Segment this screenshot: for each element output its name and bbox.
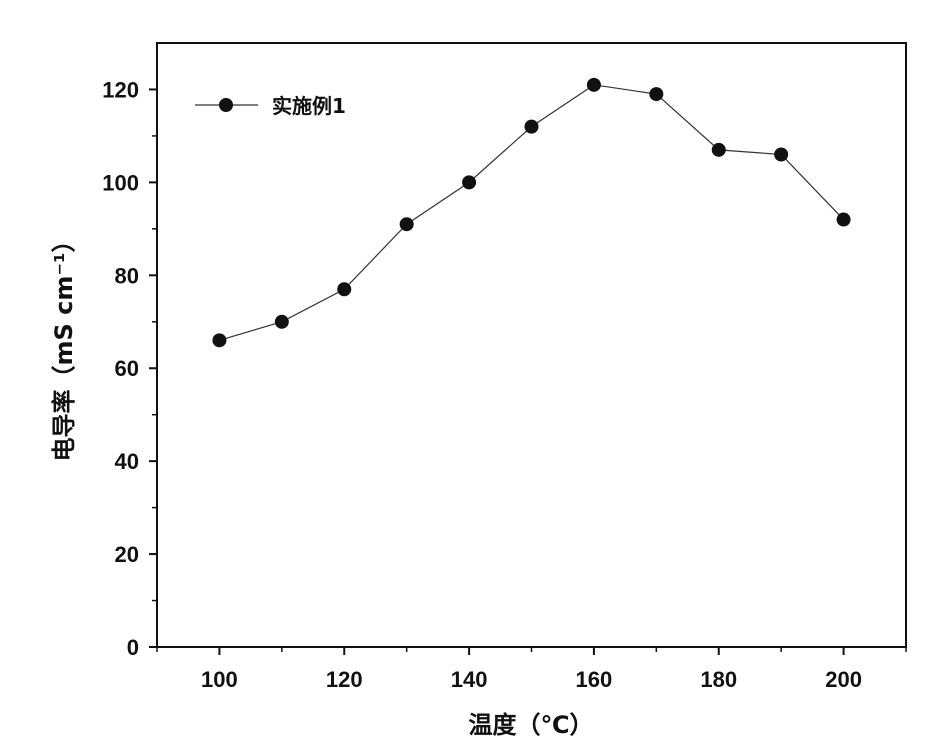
legend: 实施例1 — [195, 94, 346, 118]
data-point — [711, 142, 726, 157]
x-tick-label: 100 — [201, 667, 238, 692]
y-tick-label: 20 — [115, 542, 139, 567]
y-axis-ticks: 0 20 40 60 80 100 120 — [102, 77, 157, 660]
x-tick-label: 120 — [326, 667, 363, 692]
data-point — [586, 77, 601, 92]
x-tick-label: 180 — [700, 667, 737, 692]
data-point — [649, 87, 664, 102]
data-point — [774, 147, 789, 162]
x-axis-title: 温度（℃） — [468, 711, 593, 739]
data-point — [462, 175, 477, 190]
legend-marker — [219, 98, 233, 112]
y-tick-label: 120 — [102, 77, 139, 102]
data-point — [212, 333, 227, 348]
y-tick-label: 100 — [102, 170, 139, 195]
x-axis-ticks: 100 120 140 160 180 200 — [156, 647, 907, 692]
legend-label: 实施例1 — [272, 94, 346, 118]
data-point — [836, 212, 851, 227]
x-tick-label: 160 — [576, 667, 613, 692]
y-tick-label: 80 — [115, 263, 139, 288]
x-tick-label: 140 — [451, 667, 488, 692]
data-point — [274, 314, 289, 329]
data-point — [337, 282, 352, 297]
series-layer — [212, 77, 851, 348]
y-axis-title: 电导率（mS cm⁻¹） — [50, 228, 78, 461]
y-tick-label: 40 — [115, 449, 139, 474]
y-tick-label: 60 — [115, 356, 139, 381]
data-point — [399, 217, 414, 232]
y-tick-label: 0 — [127, 635, 139, 660]
data-point — [524, 119, 539, 134]
x-tick-label: 200 — [825, 667, 862, 692]
